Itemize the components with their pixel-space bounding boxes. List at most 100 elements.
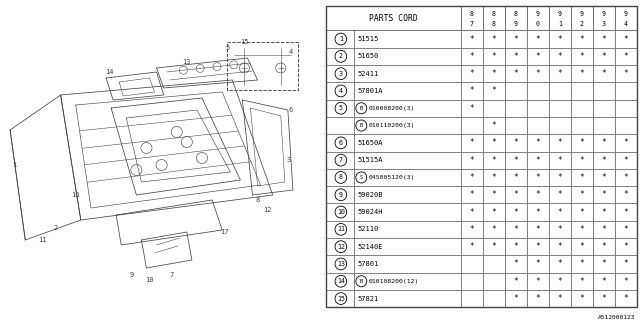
Bar [549,169,571,186]
Bar [615,169,637,186]
Text: *: * [623,208,628,217]
Text: *: * [580,208,584,217]
Bar [527,30,549,48]
Text: *: * [557,138,562,147]
Bar [326,273,354,290]
Bar [593,6,615,30]
Bar [549,65,571,82]
Text: *: * [580,242,584,251]
Bar [571,290,593,307]
Text: 6: 6 [339,140,343,146]
Bar [571,238,593,255]
Text: 1: 1 [339,36,343,42]
Text: *: * [602,35,606,44]
Text: 57801A: 57801A [357,88,383,94]
Text: *: * [557,52,562,61]
Bar [505,169,527,186]
Text: 2: 2 [339,53,343,59]
Bar [593,65,615,82]
Text: *: * [536,242,540,251]
Bar [461,255,483,273]
Bar [461,6,483,30]
Bar [615,82,637,100]
Bar [461,221,483,238]
Text: *: * [557,242,562,251]
Text: 9: 9 [339,192,343,198]
Bar [615,186,637,204]
Bar [354,204,461,221]
Bar [461,273,483,290]
Text: *: * [580,52,584,61]
Bar [615,204,637,221]
Bar [527,65,549,82]
Text: 3: 3 [287,157,291,163]
Text: 9: 9 [624,11,628,17]
Text: *: * [514,225,518,234]
Text: *: * [580,190,584,199]
Bar [571,100,593,117]
Bar [527,169,549,186]
Bar [326,221,354,238]
Bar [354,100,461,117]
Text: 51650A: 51650A [357,140,383,146]
Text: *: * [623,277,628,286]
Bar [326,204,354,221]
Text: *: * [514,208,518,217]
Text: *: * [470,242,474,251]
Text: *: * [514,277,518,286]
Bar [461,117,483,134]
Bar [615,290,637,307]
Bar [593,169,615,186]
Bar [549,238,571,255]
Text: 14: 14 [337,278,345,284]
Bar [593,117,615,134]
Bar [326,290,354,307]
Text: *: * [557,225,562,234]
Text: 010110200(3): 010110200(3) [369,123,415,128]
Bar [615,48,637,65]
Text: *: * [580,173,584,182]
Bar [354,82,461,100]
Bar [527,238,549,255]
Bar [461,290,483,307]
Bar [461,151,483,169]
Text: *: * [514,156,518,165]
Bar [615,221,637,238]
Text: *: * [623,242,628,251]
Bar [593,186,615,204]
Bar [505,82,527,100]
Text: *: * [602,173,606,182]
Bar [326,151,354,169]
Bar [593,151,615,169]
Text: B: B [360,123,363,128]
Bar [527,134,549,151]
Text: *: * [514,173,518,182]
Bar [483,204,505,221]
Bar [527,48,549,65]
Text: *: * [492,35,496,44]
Text: *: * [623,173,628,182]
Bar [354,117,461,134]
Bar [326,134,354,151]
Text: *: * [623,190,628,199]
Bar [326,65,354,82]
Text: *: * [514,35,518,44]
Bar [527,186,549,204]
Text: S: S [360,175,363,180]
Text: *: * [580,69,584,78]
Text: 8: 8 [492,11,496,17]
Bar [615,255,637,273]
Bar [571,151,593,169]
Bar [615,117,637,134]
Text: 16: 16 [72,192,80,198]
Bar [326,186,354,204]
Text: *: * [470,104,474,113]
Text: *: * [602,294,606,303]
Bar [461,82,483,100]
Bar [571,273,593,290]
Bar [505,238,527,255]
Text: 15: 15 [337,296,345,301]
Bar [483,100,505,117]
Text: *: * [514,52,518,61]
Bar [549,30,571,48]
